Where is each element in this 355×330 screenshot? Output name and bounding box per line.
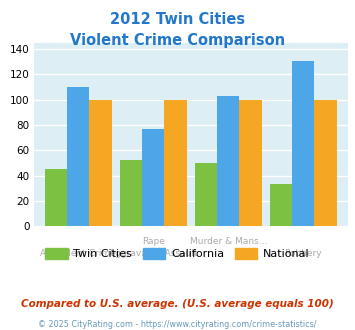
Bar bbox=[45, 169, 67, 226]
Legend: Twin Cities, California, National: Twin Cities, California, National bbox=[41, 244, 314, 263]
Text: Robbery: Robbery bbox=[284, 249, 322, 258]
Bar bbox=[120, 160, 142, 226]
Text: Murder & Mans...: Murder & Mans... bbox=[190, 237, 267, 247]
Bar bbox=[195, 163, 217, 226]
Text: Rape: Rape bbox=[142, 237, 165, 247]
Text: Compared to U.S. average. (U.S. average equals 100): Compared to U.S. average. (U.S. average … bbox=[21, 299, 334, 309]
Bar bbox=[142, 129, 164, 226]
Bar bbox=[217, 96, 240, 226]
Bar bbox=[292, 61, 315, 226]
Bar bbox=[164, 100, 187, 226]
Text: © 2025 CityRating.com - https://www.cityrating.com/crime-statistics/: © 2025 CityRating.com - https://www.city… bbox=[38, 320, 317, 329]
Text: All Violent Crime: All Violent Crime bbox=[40, 249, 116, 258]
Text: Violent Crime Comparison: Violent Crime Comparison bbox=[70, 33, 285, 48]
Text: Aggravated Assault: Aggravated Assault bbox=[109, 249, 198, 258]
Bar bbox=[240, 100, 262, 226]
Bar bbox=[315, 100, 337, 226]
Bar bbox=[89, 100, 112, 226]
Text: 2012 Twin Cities: 2012 Twin Cities bbox=[110, 12, 245, 26]
Bar bbox=[67, 87, 89, 226]
Bar bbox=[270, 184, 292, 226]
